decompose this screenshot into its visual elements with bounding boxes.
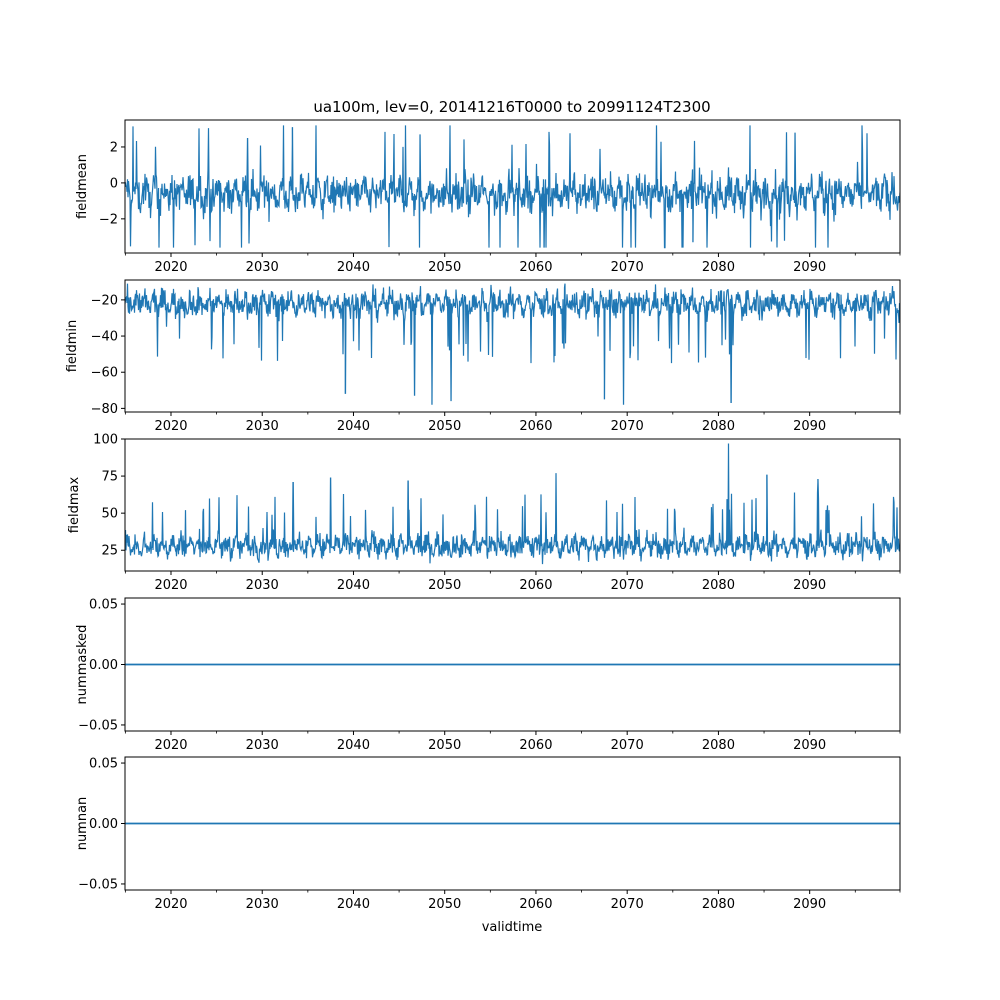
panel-fieldmax: 2020 2030 2040 2050 2060 2070 2080 2090 25 50 75 10…: [67, 433, 901, 593]
x-tick-label-fieldmean-2080: 2080: [702, 260, 735, 275]
x-tick-label-nummasked-2040: 2040: [337, 738, 370, 753]
x-tick-label-fieldmax-2060: 2060: [519, 578, 552, 593]
series-line-fieldmax: [125, 443, 900, 565]
y-tick-label-fieldmin: −20: [91, 293, 118, 308]
x-tick-label-numnan-2070: 2070: [611, 897, 644, 912]
x-tick-label-numnan-2040: 2040: [337, 897, 370, 912]
x-tick-label-numnan-2050: 2050: [428, 897, 461, 912]
x-tick-label-fieldmax-2080: 2080: [702, 578, 735, 593]
y-tick-label-fieldmax: 100: [93, 433, 118, 448]
x-tick-label-fieldmin-2060: 2060: [519, 419, 552, 434]
y-tick-label-nummasked: 0.05: [89, 598, 118, 613]
x-tick-label-fieldmin-2030: 2030: [246, 419, 279, 434]
axes-frame-fieldmean: [124, 119, 901, 254]
series-line-fieldmean: [125, 125, 900, 249]
x-tick-label-numnan-2030: 2030: [246, 897, 279, 912]
x-tick-label-fieldmean-2030: 2030: [246, 260, 279, 275]
x-tick-label-nummasked-2020: 2020: [154, 738, 187, 753]
chart-title: ua100m, lev=0, 20141216T0000 to 20991124…: [313, 98, 710, 116]
x-tick-label-numnan-2020: 2020: [154, 897, 187, 912]
x-tick-label-fieldmean-2060: 2060: [519, 260, 552, 275]
panel-nummasked: 2020 2030 2040 2050 2060 2070 2080 2090 −0.05 0.0…: [75, 597, 901, 753]
y-tick-label-fieldmin: −80: [91, 402, 118, 417]
y-tick-label-fieldmax: 75: [101, 470, 118, 485]
x-tick-label-nummasked-2060: 2060: [519, 738, 552, 753]
y-axis-label-nummasked: nummasked: [75, 625, 90, 705]
x-tick-label-nummasked-2050: 2050: [428, 738, 461, 753]
x-tick-label-fieldmax-2020: 2020: [154, 578, 187, 593]
panel-fieldmin: 2020 2030 2040 2050 2060 2070 2080 2090 −80 −60 −4…: [65, 279, 901, 434]
x-tick-label-fieldmin-2040: 2040: [337, 419, 370, 434]
axes-frame-fieldmax: [124, 438, 901, 572]
x-tick-label-numnan-2090: 2090: [793, 897, 826, 912]
x-axis-label: validtime: [482, 920, 543, 935]
x-tick-label-fieldmean-2050: 2050: [428, 260, 461, 275]
x-tick-label-fieldmean-2020: 2020: [154, 260, 187, 275]
x-tick-label-numnan-2080: 2080: [702, 897, 735, 912]
y-tick-label-fieldmin: −60: [91, 366, 118, 381]
y-axis-label-fieldmax: fieldmax: [67, 477, 82, 534]
x-tick-label-fieldmax-2030: 2030: [246, 578, 279, 593]
y-tick-label-fieldmin: −40: [91, 330, 118, 345]
x-tick-label-nummasked-2090: 2090: [793, 738, 826, 753]
x-tick-label-fieldmin-2070: 2070: [611, 419, 644, 434]
x-tick-label-fieldmax-2070: 2070: [611, 578, 644, 593]
x-tick-label-fieldmax-2090: 2090: [793, 578, 826, 593]
x-tick-label-fieldmax-2050: 2050: [428, 578, 461, 593]
x-tick-label-fieldmean-2040: 2040: [337, 260, 370, 275]
y-tick-label-numnan: 0.05: [89, 757, 118, 772]
panel-fieldmean: 2020 2030 2040 2050 2060 2070 2080 2090 −2 0 2 fiel…: [75, 119, 901, 275]
y-axis-label-numnan: numnan: [75, 797, 90, 851]
x-tick-label-fieldmean-2090: 2090: [793, 260, 826, 275]
y-tick-label-fieldmean: 2: [110, 140, 118, 155]
y-tick-label-fieldmax: 50: [101, 507, 118, 522]
series-line-fieldmin: [125, 283, 900, 405]
x-tick-label-nummasked-2070: 2070: [611, 738, 644, 753]
x-tick-label-fieldmin-2090: 2090: [793, 419, 826, 434]
x-tick-label-fieldmean-2070: 2070: [611, 260, 644, 275]
y-tick-label-nummasked: −0.05: [78, 718, 118, 733]
y-tick-label-fieldmean: −2: [99, 212, 118, 227]
y-tick-label-numnan: −0.05: [78, 877, 118, 892]
x-tick-label-nummasked-2080: 2080: [702, 738, 735, 753]
y-axis-label-fieldmean: fieldmean: [75, 154, 90, 219]
x-tick-label-nummasked-2030: 2030: [246, 738, 279, 753]
x-tick-label-fieldmin-2080: 2080: [702, 419, 735, 434]
y-axis-label-fieldmin: fieldmin: [65, 320, 80, 373]
y-tick-label-nummasked: 0.00: [89, 658, 118, 673]
y-tick-label-fieldmax: 25: [101, 544, 118, 559]
axes-frame-fieldmin: [124, 279, 901, 413]
x-tick-label-fieldmin-2020: 2020: [154, 419, 187, 434]
x-tick-label-numnan-2060: 2060: [519, 897, 552, 912]
y-tick-label-fieldmean: 0: [110, 176, 118, 191]
y-tick-label-numnan: 0.00: [89, 817, 118, 832]
x-tick-label-fieldmin-2050: 2050: [428, 419, 461, 434]
x-tick-label-fieldmax-2040: 2040: [337, 578, 370, 593]
panel-numnan: 2020 2030 2040 2050 2060 2070 2080 2090 −0.05 0.0…: [75, 756, 901, 912]
